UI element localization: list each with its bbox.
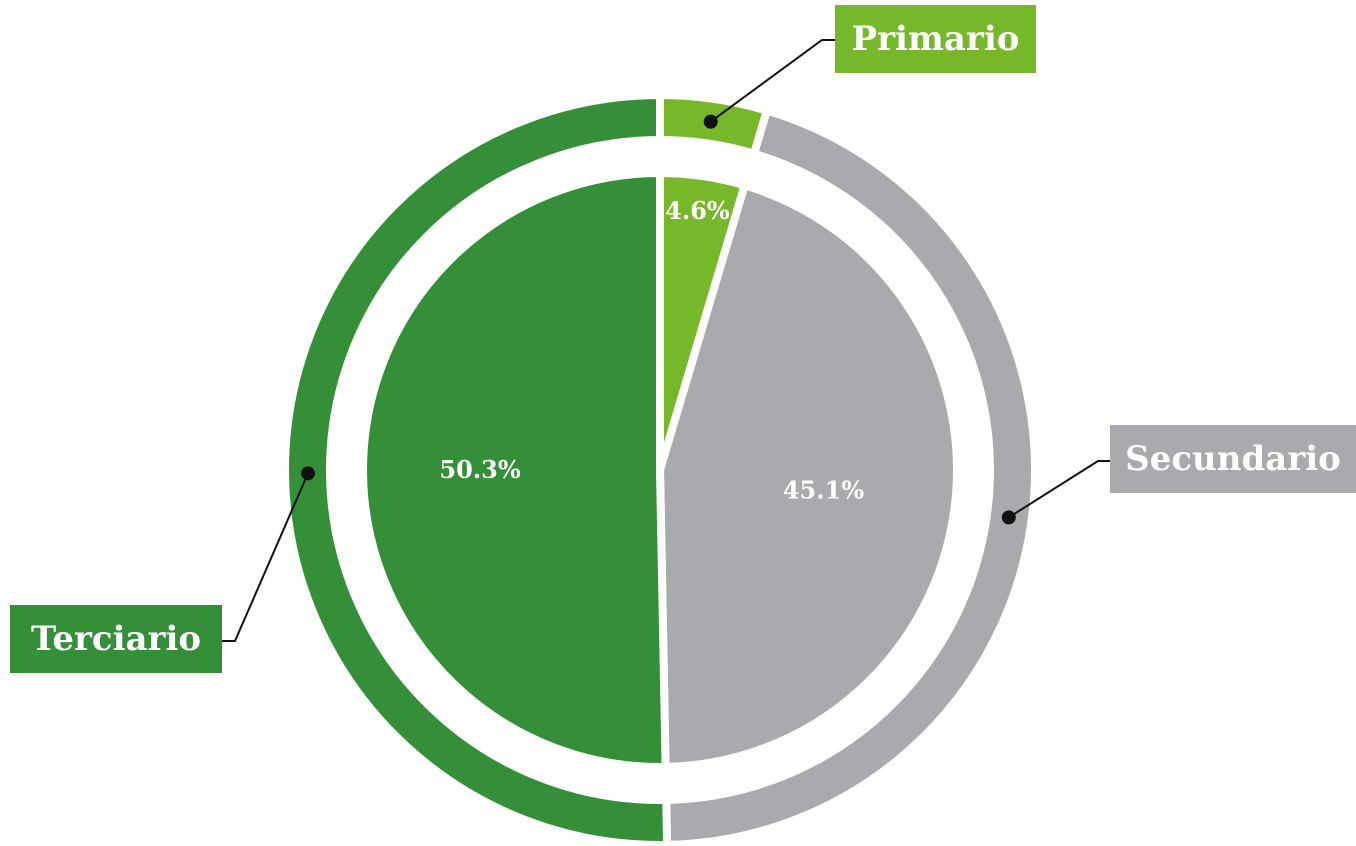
value-label: 45.1%	[783, 476, 864, 505]
category-label: Terciario	[31, 619, 201, 659]
leader-line	[222, 472, 309, 642]
leader-dot	[703, 114, 718, 129]
category-label: Secundario	[1125, 439, 1341, 479]
pie-slice	[359, 168, 670, 771]
leader-dot	[301, 466, 316, 481]
ring-segment	[280, 90, 672, 846]
label-box	[1110, 425, 1356, 493]
value-label: 4.6%	[665, 196, 730, 225]
label-box	[10, 605, 222, 673]
label-box	[835, 5, 1036, 73]
category-label: Primario	[852, 19, 1020, 59]
pie-slice	[655, 180, 961, 772]
leader-dot	[1001, 510, 1016, 525]
leader-line	[710, 39, 835, 123]
leader-line	[1008, 460, 1110, 519]
value-label: 50.3%	[439, 455, 520, 484]
